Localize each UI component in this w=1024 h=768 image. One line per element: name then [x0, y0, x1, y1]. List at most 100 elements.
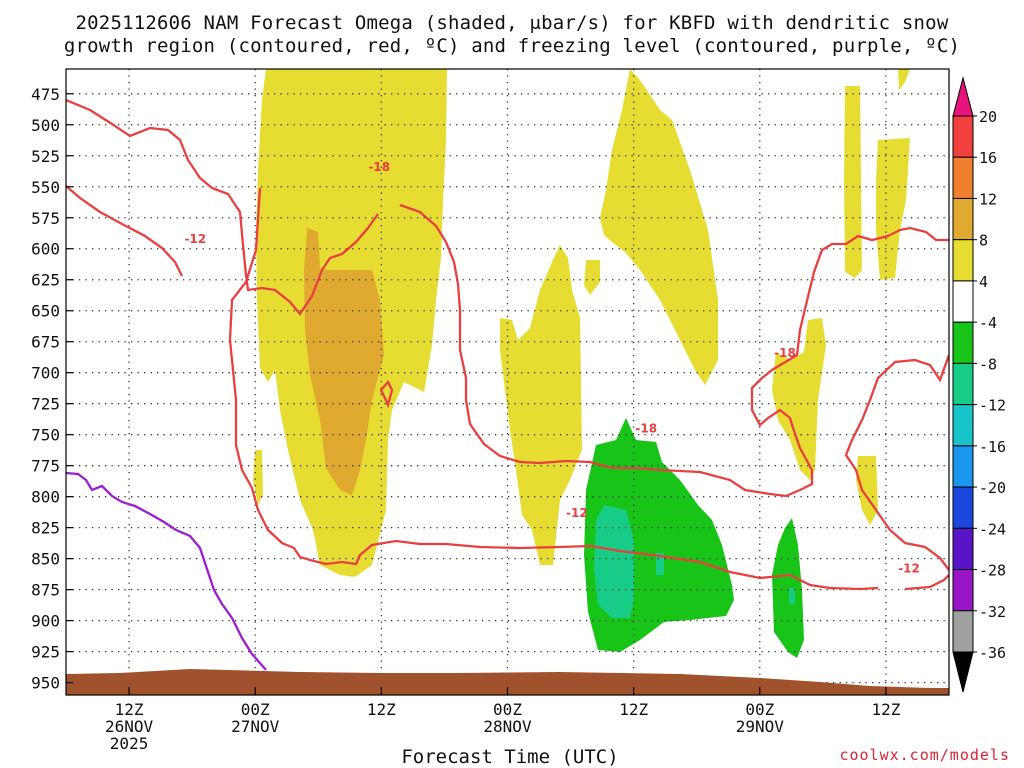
contour-label: -18 [774, 346, 796, 360]
y-tick-label: 575 [31, 209, 60, 228]
omega-region-yellow-right-e [856, 456, 878, 525]
contour-label: -12 [898, 562, 920, 576]
chart-title-line-2: growth region (contoured, red, ºC) and f… [63, 35, 961, 57]
omega-region-yellow-mid-c [600, 69, 718, 385]
colorbar-swatch [952, 569, 974, 612]
y-tick-label: 750 [31, 426, 60, 445]
colorbar-label: -24 [979, 520, 1006, 538]
y-tick-label: 600 [31, 240, 60, 259]
colorbar-label: -12 [979, 397, 1006, 415]
credit-text: coolwx.com/models [839, 746, 1010, 764]
colorbar-swatch [952, 115, 974, 158]
y-tick-label: 775 [31, 457, 60, 476]
x-tick-label: 26NOV [105, 717, 154, 736]
omega-region-teal-right [789, 588, 795, 604]
colorbar-swatch [952, 445, 974, 488]
omega-shading [253, 69, 910, 658]
colorbar-extend-bottom [952, 651, 974, 693]
y-tick-label: 925 [31, 643, 60, 662]
y-tick-label: 825 [31, 519, 60, 538]
x-tick-label: 12Z [115, 700, 144, 719]
contour-labels: -12 -18 -18 -12 -18 -12 [184, 160, 920, 576]
colorbar-label: -8 [979, 355, 997, 373]
y-tick-label: 800 [31, 488, 60, 507]
colorbar-swatch [952, 527, 974, 571]
x-tick-label: 27NOV [231, 717, 280, 736]
colorbar-label: -4 [979, 314, 997, 332]
omega-region-teal-main [594, 505, 634, 618]
y-tick-label: 525 [31, 147, 60, 166]
colorbar-label: -32 [979, 603, 1006, 621]
colorbar-swatch [952, 156, 974, 199]
colorbar-label: 20 [979, 108, 997, 126]
omega-region-yellow-right-a [844, 86, 862, 278]
omega-region-yellow-right-d [772, 318, 826, 480]
colorbar-swatch [952, 280, 974, 323]
x-tick-label: 12Z [619, 700, 648, 719]
x-tick-label: 00Z [493, 700, 522, 719]
colorbar-swatch [952, 486, 974, 529]
colorbar: 20 16 12 8 4 -4 -8 -12 -16 -20 -24 -28 -32 -36 [952, 76, 1006, 693]
freezing-level-contour [66, 471, 267, 671]
omega-region-green-right [772, 518, 804, 658]
contour-minus18-upper [399, 203, 949, 498]
colorbar-label: -36 [979, 644, 1006, 662]
colorbar-label: -16 [979, 438, 1006, 456]
colorbar-swatch [952, 321, 974, 364]
terrain [66, 669, 949, 695]
contour-right-lower [904, 574, 949, 591]
y-tick-label: 875 [31, 581, 60, 600]
colorbar-swatch [952, 197, 974, 241]
omega-region-yellow-right-c [898, 69, 910, 90]
y-tick-label: 725 [31, 395, 60, 414]
contour-lobe [379, 379, 394, 409]
colorbar-extend-top [952, 76, 974, 117]
y-tick-label: 475 [31, 85, 60, 104]
contour-label: -18 [368, 160, 390, 174]
y-tick-label: 550 [31, 178, 60, 197]
x-tick-label: 12Z [871, 700, 900, 719]
omega-region-orange-main [304, 228, 384, 495]
y-tick-label: 650 [31, 302, 60, 321]
dendritic-contours [66, 98, 949, 591]
omega-region-yellow-small-a [253, 450, 263, 505]
x-tick-label: 28NOV [483, 717, 532, 736]
x-axis-label: Forecast Time (UTC) [401, 746, 619, 768]
x-tick-label: 29NOV [736, 717, 785, 736]
grid-vertical [128, 69, 887, 695]
omega-region-yellow-mid-b [584, 260, 600, 295]
x-tick-label: 2025 [110, 734, 149, 753]
contour-label: -12 [566, 506, 588, 520]
contour-minus12-upper-left [66, 185, 184, 277]
colorbar-label: -28 [979, 562, 1006, 580]
colorbar-swatch [952, 610, 974, 653]
colorbar-label: 16 [979, 149, 997, 167]
colorbar-swatch [952, 239, 974, 282]
y-axis: 475 500 525 550 575 600 625 650 675 700 725 750 775 8… [31, 85, 73, 693]
y-tick-label: 900 [31, 612, 60, 631]
contour-right-bulge [844, 354, 949, 571]
omega-region-yellow-right-b [876, 138, 910, 280]
y-tick-label: 500 [31, 116, 60, 135]
y-tick-label: 625 [31, 271, 60, 290]
colorbar-label: -20 [979, 479, 1006, 497]
contour-label: -12 [184, 232, 206, 246]
x-tick-label: 12Z [367, 700, 396, 719]
contour-upper-envelope [66, 98, 379, 316]
colorbar-label: 12 [979, 190, 997, 208]
y-tick-label: 850 [31, 550, 60, 569]
omega-region-yellow-mid-a [500, 245, 582, 565]
y-tick-label: 700 [31, 364, 60, 383]
y-tick-label: 950 [31, 674, 60, 693]
colorbar-label: 4 [979, 273, 988, 291]
y-tick-label: 675 [31, 333, 60, 352]
colorbar-swatch [952, 362, 974, 406]
contour-lower-envelope [228, 187, 879, 591]
x-tick-label: 00Z [745, 700, 774, 719]
chart-title-line-1: 2025112606 NAM Forecast Omega (shaded, μ… [75, 12, 949, 34]
x-tick-label: 00Z [241, 700, 270, 719]
colorbar-label: 8 [979, 232, 988, 250]
contour-label: -18 [635, 421, 657, 435]
